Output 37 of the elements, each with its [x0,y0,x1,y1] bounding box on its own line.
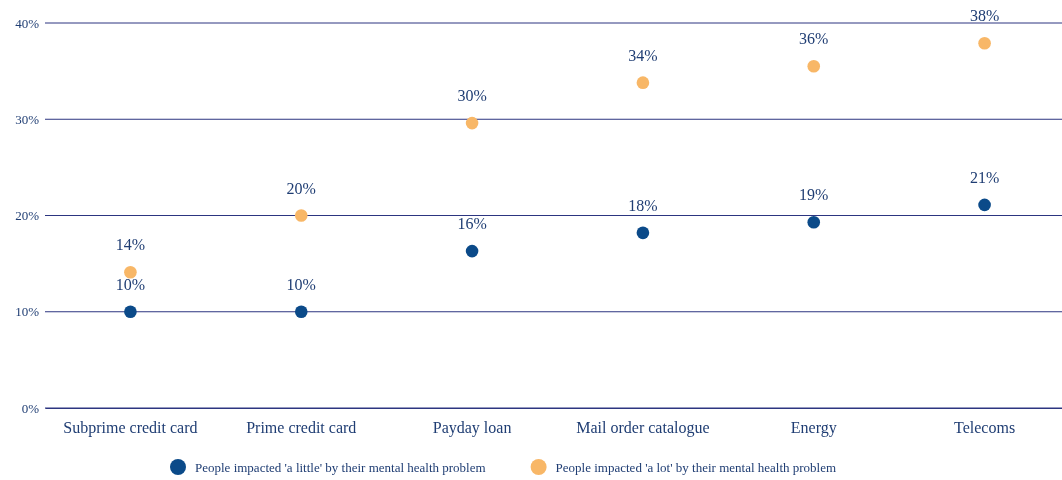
x-tick-label: Payday loan [432,419,512,438]
data-label: 14% [115,236,146,254]
data-label: 34% [628,46,658,64]
y-tick-label: 20% [15,208,40,224]
data-label: 10% [115,275,146,293]
point [978,36,991,50]
point [465,116,479,130]
data-label: 30% [457,87,487,105]
y-tick-label: 0% [21,400,40,416]
point [124,265,137,279]
data-label: 18% [628,196,658,214]
data-label: 38% [969,7,1000,25]
data-label: 36% [799,30,829,48]
point [465,244,479,258]
y-tick-label: 10% [15,304,40,320]
data-label: 19% [799,186,829,204]
y-tick-label: 40% [15,15,40,31]
point [636,76,650,89]
point [294,305,308,319]
point [978,198,991,212]
point [294,209,308,222]
x-tick-label: Prime credit card [246,419,357,437]
point [636,226,650,240]
data-label: 21% [969,168,1000,186]
data-label: 10% [286,275,316,293]
data-label: 20% [286,179,316,197]
point [124,305,137,319]
x-tick-label: Telecoms [954,419,1016,437]
point [807,215,821,229]
legend-label: People impacted 'a little' by their mental health problem [195,460,486,475]
y-tick-label: 30% [15,111,40,127]
x-tick-label: Energy [790,419,837,438]
point [807,60,821,73]
x-tick-label: Mail order catalogue [576,419,710,438]
legend-label: People impacted 'a lot' by their mental health problem [555,460,837,475]
data-label: 16% [457,215,487,233]
x-tick-label: Subprime credit card [63,419,198,438]
